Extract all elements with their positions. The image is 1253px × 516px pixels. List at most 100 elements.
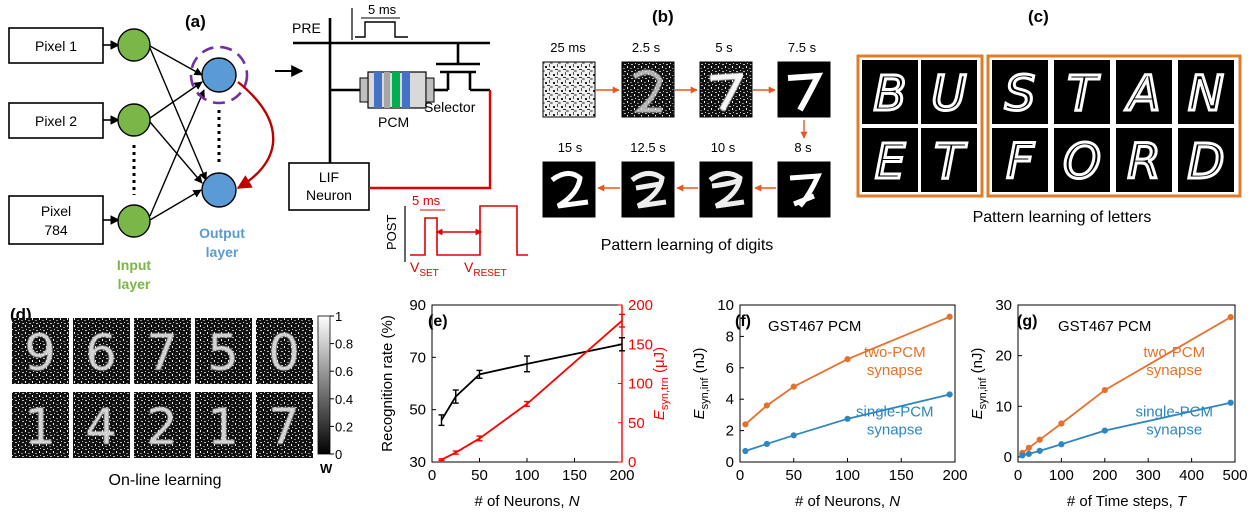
- panel-label-a: (a): [185, 12, 206, 31]
- time-label-4: 8 s: [794, 140, 812, 155]
- time-label-1: 2.5 s: [632, 40, 661, 55]
- post-label: POST: [384, 215, 399, 250]
- series-label: two-PCM synapse: [1143, 344, 1205, 379]
- letter-glyph: D: [1188, 134, 1225, 190]
- y-axis-label: Recognition rate (%): [379, 315, 396, 452]
- weight-map-digit: 0: [268, 324, 300, 382]
- y-right-axis-label: Esyn,trn (μJ): [651, 347, 671, 420]
- x-tick-label: 400: [1179, 467, 1204, 484]
- letter-learning-caption: Pattern learning of letters: [973, 209, 1152, 226]
- letter-glyph: T: [934, 134, 967, 190]
- data-point: [742, 421, 749, 428]
- x-tick-label: 200: [609, 467, 634, 484]
- y-axis-label: Esyn,inf (nJ): [691, 348, 711, 420]
- weight-map-digit: 4: [85, 398, 117, 456]
- plot-frame: [1017, 304, 1236, 463]
- data-point: [1058, 420, 1065, 427]
- digit-learning-caption: Pattern learning of digits: [601, 237, 774, 254]
- selector-label: Selector: [424, 99, 476, 115]
- data-point: [1019, 452, 1026, 459]
- lif-neuron-box: [288, 162, 370, 211]
- colorbar-tick-label: 0.4: [335, 392, 353, 407]
- lif-label-1: LIF: [319, 169, 339, 185]
- x-tick-label: 500: [1222, 467, 1247, 484]
- weight-map-digit: 5: [207, 324, 239, 382]
- network-diagram: (a) Pixel 1 Pixel 2 Pixel 784 Input laye…: [8, 12, 304, 292]
- colorbar-tick-label: 0.2: [335, 419, 353, 434]
- time-label-3: 7.5 s: [788, 40, 817, 55]
- panel-label-c: (c): [1028, 7, 1049, 26]
- chart-title: GST467 PCM: [1058, 318, 1151, 335]
- chart-e: 0 50 100 150 200 30 50 70 90 0 50 100 150 200 # of Neu…: [379, 297, 671, 510]
- pre-pulse-width: 5 ms: [368, 2, 397, 17]
- weight-map-tile: [12, 392, 69, 458]
- letter-tile: [1116, 128, 1172, 192]
- pre-label: PRE: [292, 20, 321, 36]
- letter-glyph: N: [1188, 66, 1224, 122]
- chart-f: 0 50 100 150 200 0 2 4 6 8 10 # of Neurons, N Esyn,i…: [691, 297, 968, 510]
- letter-group-1-border: [856, 54, 984, 198]
- output-selection-ring: [189, 45, 249, 105]
- pixel-2-label: Pixel 2: [35, 113, 77, 129]
- lif-label-2: Neuron: [306, 187, 352, 203]
- weight-map-tile: [73, 318, 130, 384]
- weight-map-tile: [195, 318, 252, 384]
- data-point: [1058, 441, 1065, 448]
- letter-tile: [862, 128, 918, 192]
- input-layer-line2: layer: [118, 276, 151, 292]
- x-tick-label: 0: [1014, 467, 1022, 484]
- y-tick-label: 20: [995, 348, 1012, 365]
- online-tiles: 9 6 7 5 01 4 2 1 7: [12, 318, 313, 458]
- x-tick-label: 200: [1092, 467, 1117, 484]
- y-tick-label: 50: [409, 402, 426, 419]
- x-axis-label: # of Neurons, N: [795, 493, 900, 510]
- output-layer-line2: layer: [206, 244, 239, 260]
- weight-map-digit: 1: [24, 398, 56, 456]
- input-neuron-2: [117, 103, 151, 137]
- panel-label-e: (e): [428, 313, 448, 330]
- letter-glyph: F: [1006, 134, 1035, 190]
- letter-glyph: T: [1067, 66, 1100, 122]
- data-point: [1227, 314, 1234, 321]
- letter-glyph: S: [1005, 66, 1035, 122]
- x-tick-label: 50: [471, 467, 488, 484]
- online-learning-panel: (d) 9 6 7 5 01 4 2 1 7 10.80.60.40.20 W On-line …: [10, 305, 353, 489]
- letter-tile: [1116, 60, 1172, 124]
- weight-map-tile: [134, 318, 191, 384]
- letter-tile: [862, 60, 918, 124]
- y-tick-label: 2: [726, 423, 734, 440]
- weight-map-tile: [134, 392, 191, 458]
- output-neuron-1: [201, 57, 237, 93]
- data-point: [790, 383, 797, 390]
- letter-glyph: O: [1063, 134, 1101, 190]
- online-learning-caption: On-line learning: [109, 472, 222, 489]
- data-point: [763, 440, 770, 448]
- post-pulse: [410, 205, 528, 256]
- letter-glyph: R: [1127, 134, 1160, 190]
- plot-frame: [431, 304, 623, 463]
- pixel-784-number: 784: [44, 222, 68, 238]
- digit-frame-5: [699, 161, 753, 218]
- x-tick-label: 0: [428, 467, 436, 484]
- data-point: [790, 432, 797, 439]
- letter-tile: [1054, 60, 1110, 124]
- input-layer-line1: Input: [117, 257, 152, 273]
- x-tick-label: 0: [736, 467, 744, 484]
- y-axis-label: Esyn,inf (nJ): [969, 348, 989, 420]
- digit-frame-6: [621, 161, 675, 218]
- data-point: [1101, 427, 1108, 434]
- letter-tiles: B UE TS T A NF O R D: [862, 60, 1234, 192]
- pre-pulse: [355, 21, 408, 38]
- data-point: [946, 391, 953, 398]
- y-tick-label: 0: [1004, 449, 1012, 466]
- data-point: [763, 402, 770, 409]
- x-tick-label: 150: [889, 467, 914, 484]
- digit-learning-panel: (b) 25 ms 2.5 s 5 s 7.5 s 8 s 10 s 12.5 …: [542, 7, 831, 254]
- letter-tile: [1178, 128, 1234, 192]
- output-layer-line1: Output: [199, 225, 245, 241]
- weight-map-digit: 1: [207, 398, 239, 456]
- series-line: [441, 320, 623, 461]
- panel-label-b: (b): [652, 7, 674, 26]
- pixel-1-label: Pixel 1: [35, 38, 77, 54]
